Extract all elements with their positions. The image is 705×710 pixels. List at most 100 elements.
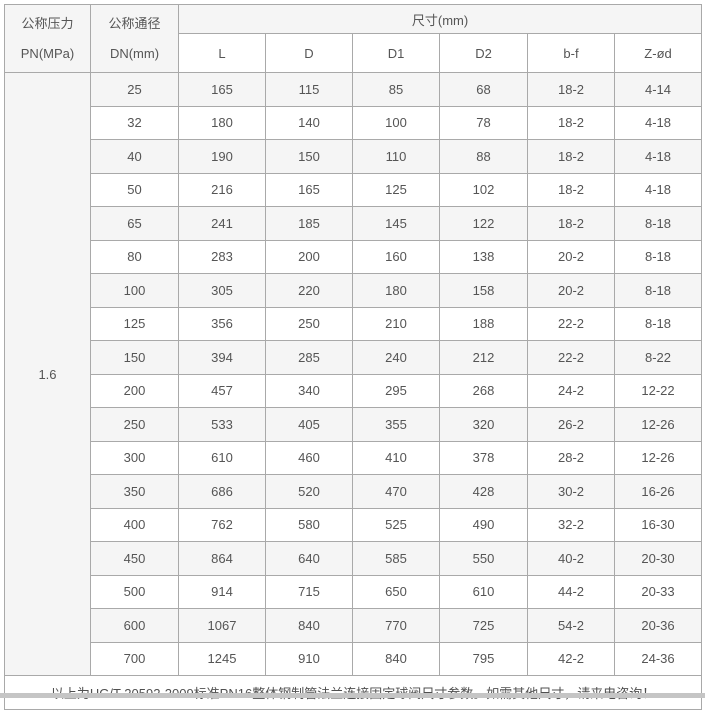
dimension-cell: 428: [439, 474, 528, 509]
dimension-cell: 145: [352, 206, 440, 241]
dimension-cell: 24-36: [613, 641, 703, 676]
dimension-cell: 185: [265, 206, 353, 241]
col-header-size-group: 尺寸(mm): [177, 4, 703, 34]
dn-cell: 200: [90, 373, 179, 408]
dimension-cell: 283: [178, 239, 266, 274]
dimension-cell: 4-18: [613, 105, 703, 140]
pressure-header-line1: 公称压力: [21, 15, 74, 31]
dimension-cell: 394: [178, 340, 266, 375]
dimension-cell: 20-36: [613, 608, 703, 643]
dimension-cell: 190: [178, 139, 266, 174]
dimension-cell: 864: [178, 541, 266, 576]
dn-cell: 125: [90, 306, 179, 341]
dimension-cell: 140: [265, 105, 353, 140]
dimension-cell: 20-2: [527, 273, 615, 308]
dimension-cell: 840: [265, 608, 353, 643]
dimension-cell: 640: [265, 541, 353, 576]
dimension-cell: 78: [439, 105, 528, 140]
dn-cell: 700: [90, 641, 179, 676]
dimension-cell: 650: [352, 574, 440, 609]
dimension-cell: 22-2: [527, 340, 615, 375]
dimension-cell: 460: [265, 440, 353, 475]
dimension-cell: 210: [352, 306, 440, 341]
pressure-header-line2: PN(MPa): [20, 45, 75, 61]
dimension-cell: 305: [178, 273, 266, 308]
dimension-cell: 30-2: [527, 474, 615, 509]
table-row: 200 457 340 295 268 24-2 12-22: [5, 373, 703, 408]
dimension-cell: 686: [178, 474, 266, 509]
dimension-cell: 490: [439, 507, 528, 542]
table-row: 450 864 640 585 550 40-2 20-30: [5, 541, 703, 576]
dimension-cell: 122: [439, 206, 528, 241]
col-header-pressure: 公称压力 PN(MPa): [4, 4, 91, 73]
col-header-D: D: [265, 33, 353, 73]
table-row: 300 610 460 410 378 28-2 12-26: [5, 440, 703, 475]
dimension-cell: 18-2: [527, 105, 615, 140]
table-row: 100 305 220 180 158 20-2 8-18: [5, 273, 703, 308]
dimension-cell: 457: [178, 373, 266, 408]
dn-cell: 500: [90, 574, 179, 609]
dimension-cell: 610: [178, 440, 266, 475]
dimension-cell: 20-33: [613, 574, 703, 609]
dn-cell: 350: [90, 474, 179, 509]
dimension-cell: 8-18: [613, 273, 703, 308]
dn-cell: 600: [90, 608, 179, 643]
dimension-cell: 470: [352, 474, 440, 509]
dimension-cell: 200: [265, 239, 353, 274]
dimension-cell: 1067: [178, 608, 266, 643]
dimension-cell: 8-18: [613, 239, 703, 274]
dn-cell: 400: [90, 507, 179, 542]
dimension-cell: 160: [352, 239, 440, 274]
dimension-cell: 16-30: [613, 507, 703, 542]
dimension-cell: 8-18: [613, 206, 703, 241]
dimension-cell: 32-2: [527, 507, 615, 542]
table-row: 500 914 715 650 610 44-2 20-33: [5, 574, 703, 609]
dimension-cell: 12-26: [613, 440, 703, 475]
dn-cell: 50: [90, 172, 179, 207]
dn-cell: 250: [90, 407, 179, 442]
dimension-cell: 216: [178, 172, 266, 207]
table-row: 80 283 200 160 138 20-2 8-18: [5, 239, 703, 274]
table-header: 公称压力 PN(MPa) 公称通径 DN(mm) 尺寸(mm) L D D1 D…: [4, 4, 703, 73]
table-row: 65 241 185 145 122 18-2 8-18: [5, 206, 703, 241]
dimension-cell: 188: [439, 306, 528, 341]
dimension-cell: 4-14: [613, 72, 703, 107]
dimension-cell: 16-26: [613, 474, 703, 509]
dimension-cell: 88: [439, 139, 528, 174]
dimension-cell: 356: [178, 306, 266, 341]
dimension-cell: 241: [178, 206, 266, 241]
dimension-cell: 580: [265, 507, 353, 542]
table-row: 40 190 150 110 88 18-2 4-18: [5, 139, 703, 174]
dn-cell: 450: [90, 541, 179, 576]
table-row: 600 1067 840 770 725 54-2 20-36: [5, 608, 703, 643]
header-group-row: 公称压力 PN(MPa) 公称通径 DN(mm) 尺寸(mm): [4, 4, 703, 73]
dimension-cell: 100: [352, 105, 440, 140]
table-row: 400 762 580 525 490 32-2 16-30: [5, 507, 703, 542]
dimension-cell: 54-2: [527, 608, 615, 643]
dimension-cell: 26-2: [527, 407, 615, 442]
dimension-cell: 180: [352, 273, 440, 308]
dimension-cell: 405: [265, 407, 353, 442]
dimension-cell: 340: [265, 373, 353, 408]
dimension-cell: 180: [178, 105, 266, 140]
dimension-cell: 18-2: [527, 206, 615, 241]
diameter-header-line2: DN(mm): [109, 45, 160, 61]
col-header-D1: D1: [352, 33, 440, 73]
dimension-cell: 24-2: [527, 373, 615, 408]
col-header-L: L: [178, 33, 266, 73]
dimension-cell: 320: [439, 407, 528, 442]
dimension-cell: 110: [352, 139, 440, 174]
dimension-cell: 715: [265, 574, 353, 609]
dimension-cell: 20-2: [527, 239, 615, 274]
dimension-cell: 12-22: [613, 373, 703, 408]
dimension-cell: 910: [265, 641, 353, 676]
dimension-cell: 525: [352, 507, 440, 542]
dimension-cell: 914: [178, 574, 266, 609]
table-row: 350 686 520 470 428 30-2 16-26: [5, 474, 703, 509]
valve-dimension-table: 公称压力 PN(MPa) 公称通径 DN(mm) 尺寸(mm) L D D1 D…: [3, 4, 703, 710]
dimension-cell: 795: [439, 641, 528, 676]
diameter-header-line1: 公称通径: [108, 15, 161, 31]
dimension-cell: 212: [439, 340, 528, 375]
dn-cell: 40: [90, 139, 179, 174]
